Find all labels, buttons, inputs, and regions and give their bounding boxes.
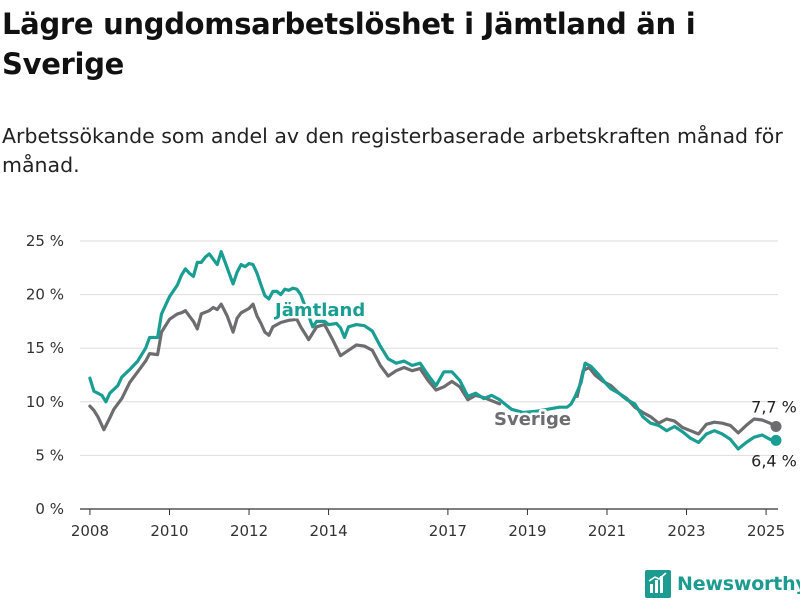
x-axis: 2008 2010 2012 2014 2017 2019 2021 2023 2025 [71, 509, 785, 540]
series-label-sverige-halo: Sverige [494, 409, 571, 430]
x-tick-label: 2012 [230, 522, 268, 540]
y-tick-label: 15 % [26, 339, 64, 357]
y-tick-label: 5 % [35, 446, 64, 464]
end-point-jamtland [770, 434, 782, 446]
series-line-sverige [88, 302, 502, 432]
series-lines [88, 250, 782, 451]
series-label-jamtland: Jämtland [273, 300, 365, 321]
x-tick-label: 2021 [588, 522, 626, 540]
end-point-sverige [770, 420, 782, 432]
x-tick-label: 2008 [71, 522, 109, 540]
newsworthy-brand: Newsworthy [645, 568, 800, 600]
brand-name: Newsworthy [677, 573, 800, 595]
x-tick-label: 2017 [429, 522, 467, 540]
grid-lines [80, 240, 778, 510]
series-line-jamtland [88, 250, 778, 451]
x-tick-label: 2014 [309, 522, 347, 540]
x-tick-label: 2019 [508, 522, 546, 540]
y-tick-label: 0 % [35, 500, 64, 518]
end-label-jamtland: 6,4 % [751, 451, 797, 470]
y-axis-tick-labels: 0 % 5 % 10 % 15 % 20 % 25 % [26, 232, 64, 518]
end-label-sverige: 7,7 % [751, 397, 797, 416]
x-tick-label: 2023 [667, 522, 705, 540]
series-label-sverige: Sverige [494, 409, 571, 430]
y-tick-label: 25 % [26, 232, 64, 250]
chart-title: Lägre ungdomsarbetslöshet i Jämtland än … [2, 7, 696, 81]
newsworthy-logo-icon [645, 570, 671, 598]
x-tick-label: 2025 [747, 522, 785, 540]
chart-subtitle: Arbetssökande som andel av den registerb… [2, 124, 783, 177]
series-label-jamtland-halo: Jämtland [273, 300, 365, 321]
series-line-sverige [575, 365, 778, 436]
y-tick-label: 10 % [26, 393, 64, 411]
y-tick-label: 20 % [26, 286, 64, 304]
x-tick-label: 2010 [150, 522, 188, 540]
